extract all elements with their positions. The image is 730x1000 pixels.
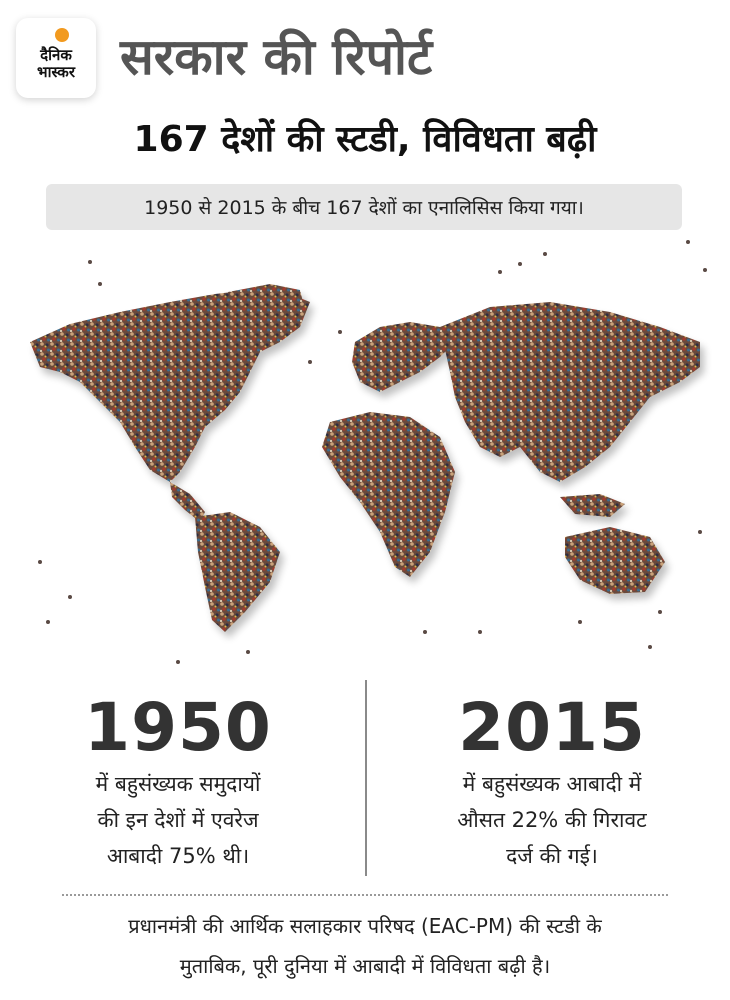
stat-2015: 2015 में बहुसंख्यक आबादी में औसत 22% की …	[382, 690, 722, 874]
sun-icon	[55, 28, 69, 42]
logo-text-line2: भास्कर	[37, 63, 75, 81]
world-map-of-people-icon	[0, 232, 730, 672]
subheadline: 167 देशों की स्टडी, विविधता बढ़ी	[133, 119, 597, 160]
stat-year: 1950	[84, 689, 272, 766]
stat-line: आबादी 75% थी।	[106, 844, 250, 868]
vertical-divider	[365, 680, 367, 876]
footer-line: प्रधानमंत्री की आर्थिक सलाहकार परिषद (EA…	[128, 914, 602, 938]
info-box: 1950 से 2015 के बीच 167 देशों का एनालिसि…	[46, 184, 682, 230]
stat-year: 2015	[458, 689, 646, 766]
stat-line: दर्ज की गई।	[506, 844, 598, 868]
footer-note: प्रधानमंत्री की आर्थिक सलाहकार परिषद (EA…	[10, 906, 720, 986]
stat-1950: 1950 में बहुसंख्यक समुदायों की इन देशों …	[8, 690, 348, 874]
stat-line: में बहुसंख्यक समुदायों	[95, 772, 261, 796]
stat-line: की इन देशों में एवरेज	[97, 808, 259, 832]
dainik-bhaskar-logo: दैनिक भास्कर	[16, 18, 96, 98]
headline: सरकार की रिपोर्ट	[120, 28, 433, 86]
logo-text-line1: दैनिक	[40, 46, 72, 64]
footer-line: मुताबिक, पूरी दुनिया में आबादी में विविध…	[179, 954, 551, 978]
horizontal-dotted-divider	[62, 894, 668, 896]
stat-line: औसत 22% की गिरावट	[457, 808, 647, 832]
stat-line: में बहुसंख्यक आबादी में	[462, 772, 642, 796]
